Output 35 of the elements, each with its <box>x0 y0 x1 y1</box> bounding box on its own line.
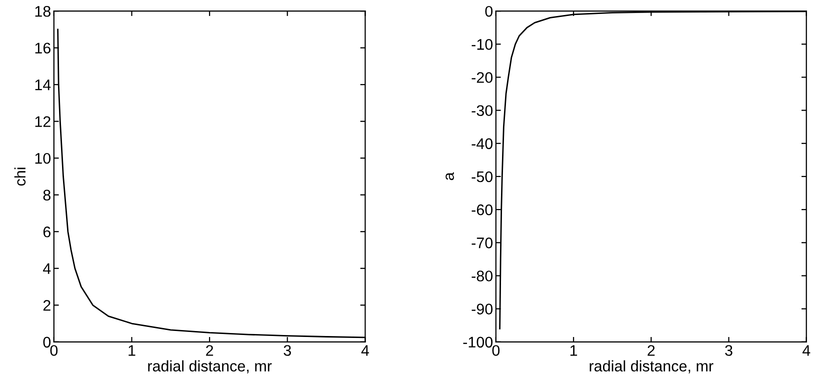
y-tick-label: -100 <box>463 336 493 348</box>
y-axis-title: a <box>446 172 454 180</box>
x-tick-label: 2 <box>648 345 655 356</box>
x-tick-label: 4 <box>361 345 369 356</box>
y-tick-label: -60 <box>472 204 493 216</box>
y-tick-label: -50 <box>472 171 493 182</box>
x-tick-label: 3 <box>725 345 732 356</box>
y-tick-label: 18 <box>35 6 50 17</box>
y-tick-label: -20 <box>472 72 493 83</box>
y-tick-label: 0 <box>485 6 493 17</box>
x-tick-label: 3 <box>284 345 291 356</box>
y-tick-label: -40 <box>472 138 493 150</box>
x-tick-label: 4 <box>802 345 810 356</box>
y-tick-label: 12 <box>35 116 50 127</box>
y-tick-label: -70 <box>472 238 493 248</box>
x-tick-label: 0 <box>492 345 500 356</box>
x-axis-title: radial distance, mr <box>590 360 714 374</box>
x-tick-label: 1 <box>128 345 136 356</box>
x-tick-label: 0 <box>50 345 58 356</box>
y-tick-label: -10 <box>472 39 493 50</box>
y-tick-label: 2 <box>43 300 50 311</box>
x-axis-title: radial distance, mr <box>148 360 272 374</box>
y-tick-label: 8 <box>43 190 50 201</box>
y-tick-label: -90 <box>472 304 493 314</box>
y-tick-label: 16 <box>35 42 50 54</box>
y-tick-label: 10 <box>35 152 51 164</box>
y-tick-label: 6 <box>43 226 50 238</box>
x-tick-label: 1 <box>570 345 578 356</box>
y-tick-label: 0 <box>43 336 51 348</box>
y-axis-title: chi <box>14 168 26 186</box>
x-tick-label: 2 <box>206 345 214 356</box>
y-tick-label: -80 <box>472 270 493 282</box>
y-tick-label: -30 <box>472 105 493 116</box>
y-tick-label: 14 <box>35 80 51 90</box>
y-tick-label: 4 <box>43 263 51 274</box>
